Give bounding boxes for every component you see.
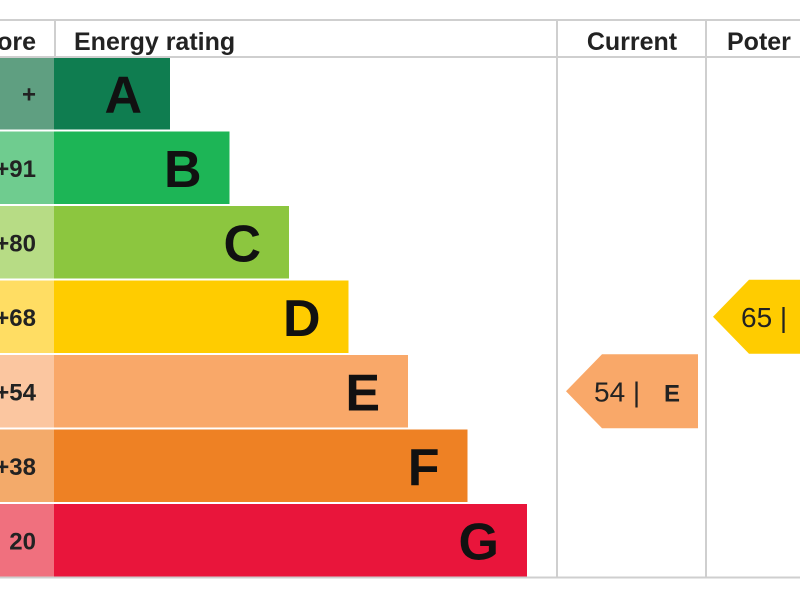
score-range-d: +68 [0, 305, 36, 332]
rating-bar-g [54, 504, 527, 577]
rating-bar-a [54, 57, 170, 130]
band-letter-e: E [345, 364, 380, 422]
score-range-c: +80 [0, 230, 36, 257]
potential-column-header: Poter [727, 28, 791, 56]
score-range-f: +38 [0, 454, 36, 481]
band-letter-g: G [459, 513, 499, 571]
score-range-b: +91 [0, 156, 36, 183]
score-range-e: +54 [0, 379, 37, 406]
rating-bands: + A +91 B +80 C +68 D +54 E +38 F 20 G [0, 57, 527, 577]
band-letter-f: F [408, 439, 440, 497]
current-rating-letter: E [664, 380, 680, 407]
score-cell-f [0, 429, 54, 502]
potential-rating-arrow [713, 279, 800, 354]
potential-rating-value: 65 | [741, 302, 787, 333]
score-cell-d [0, 280, 54, 353]
current-column-header: Current [587, 28, 678, 56]
rating-bar-b [54, 131, 230, 204]
band-letter-c: C [223, 215, 261, 273]
score-cell-g [0, 504, 54, 577]
score-cell-a [0, 57, 54, 130]
score-cell-c [0, 206, 54, 279]
current-rating-arrow [566, 354, 698, 429]
rating-bar-d [54, 280, 349, 353]
band-letter-d: D [283, 290, 321, 348]
table-gridlines [0, 19, 800, 579]
band-letter-a: A [104, 66, 142, 124]
score-range-a: + [22, 81, 36, 108]
rating-indicators: 54 | E 65 | [566, 279, 800, 429]
score-column-header: ore [0, 28, 36, 56]
rating-bar-e [54, 355, 408, 428]
score-range-g: 20 [9, 528, 36, 555]
rating-bar-c [54, 206, 289, 279]
score-cell-b [0, 131, 54, 204]
score-cell-e [0, 355, 54, 428]
header-row: ore Energy rating Current Poter [0, 28, 791, 56]
current-rating-value: 54 | [594, 376, 640, 407]
band-letter-b: B [164, 141, 202, 199]
energy-rating-column-header: Energy rating [74, 28, 235, 56]
rating-bar-f [54, 429, 468, 502]
